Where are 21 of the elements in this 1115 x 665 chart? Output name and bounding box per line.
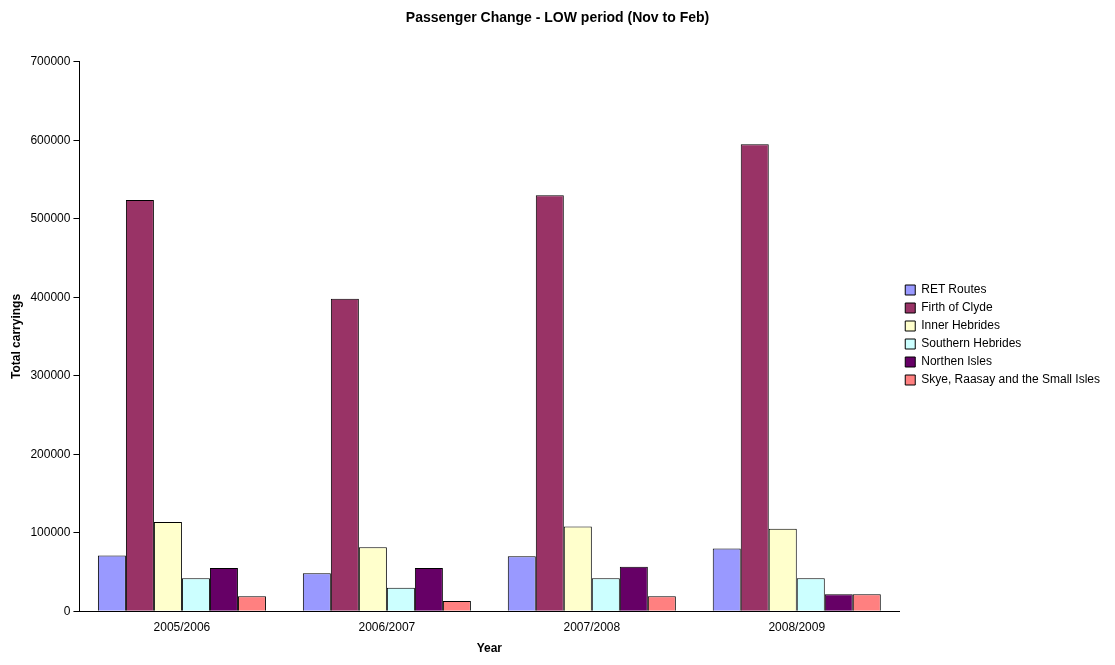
y-tick-label: 100000 [30, 525, 71, 540]
legend-label: Firth of Clyde [921, 300, 993, 315]
y-axis-title: Total carryings [8, 293, 23, 380]
y-tick-label: 400000 [30, 289, 71, 304]
chart-title: Passenger Change - LOW period (Nov to Feb) [405, 9, 710, 26]
y-tick-label: 600000 [30, 132, 71, 147]
x-tick-label: 2008/2009 [768, 619, 826, 634]
x-tick-label: 2005/2006 [153, 619, 211, 634]
x-axis-title: Year [476, 641, 503, 656]
y-tick-label: 500000 [30, 211, 71, 226]
legend-label: Skye, Raasay and the Small Isles [921, 372, 1101, 387]
y-tick-label: 0 [63, 603, 71, 618]
y-tick-label: 200000 [30, 446, 71, 461]
x-tick-label: 2007/2008 [563, 619, 621, 634]
y-tick-label: 300000 [30, 368, 71, 383]
legend-label: RET Routes [921, 282, 987, 297]
legend-label: Southern Hebrides [921, 336, 1022, 351]
y-tick-label: 700000 [30, 54, 71, 69]
legend-label: Northen Isles [921, 354, 992, 369]
x-tick-label: 2006/2007 [358, 619, 416, 634]
legend-label: Inner Hebrides [921, 318, 1000, 333]
